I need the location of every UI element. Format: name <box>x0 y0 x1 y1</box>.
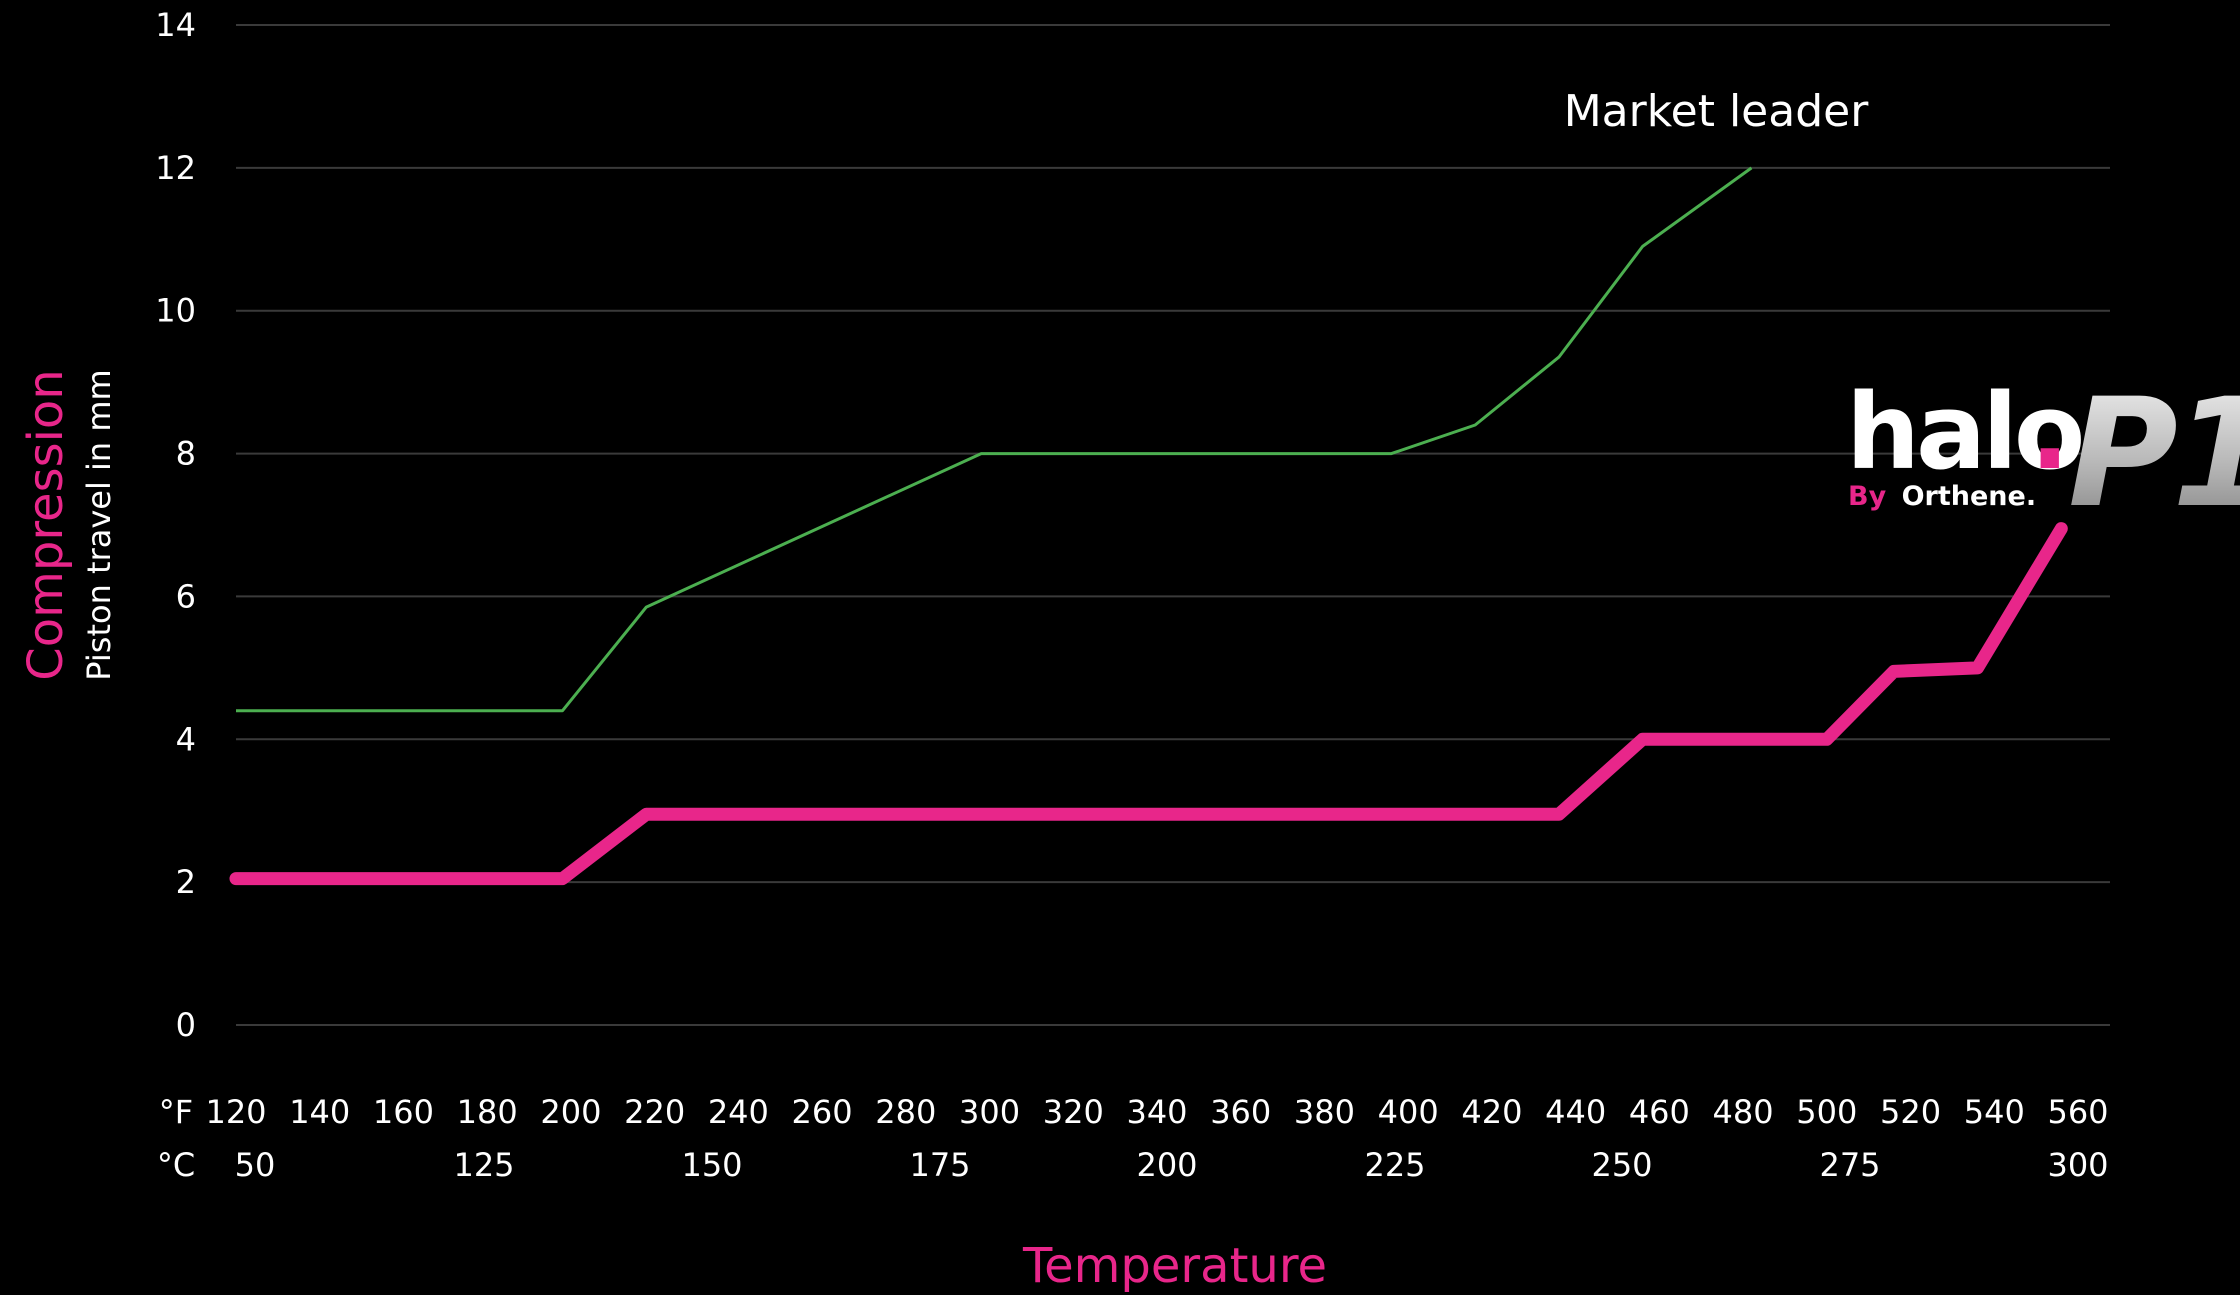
x-tick-label-f: 120 <box>205 1093 266 1131</box>
series-line-market-leader <box>236 166 1753 713</box>
x-tick-label-c: 125 <box>453 1146 514 1184</box>
x-tick-label-c: 200 <box>1136 1146 1197 1184</box>
x-tick-label-c: 275 <box>1819 1146 1880 1184</box>
x-tick-label-f: 260 <box>792 1093 853 1131</box>
x-tick-label-c: 225 <box>1364 1146 1425 1184</box>
y-tick-label: 6 <box>176 577 196 615</box>
x-tick-label-f: 140 <box>289 1093 350 1131</box>
y-tick-label: 14 <box>155 6 196 44</box>
x-tick-label-f: 420 <box>1461 1093 1522 1131</box>
y-tick-label: 12 <box>155 149 196 187</box>
x-tick-label-f: 500 <box>1796 1093 1857 1131</box>
x-tick-label-c: 50 <box>235 1146 276 1184</box>
x-tick-label-f: 240 <box>708 1093 769 1131</box>
logo-byline: By Orthene. <box>1848 481 2036 512</box>
x-tick-label-f: 480 <box>1713 1093 1774 1131</box>
logo-model: P1 <box>2068 367 2240 541</box>
logo-word: halo <box>1846 371 2081 493</box>
x-tick-label-f: 300 <box>959 1093 1020 1131</box>
y-tick-label: 8 <box>176 435 196 473</box>
x-tick-label-c: 150 <box>681 1146 742 1184</box>
x-unit-celsius: °C <box>157 1146 195 1184</box>
y-tick-label: 4 <box>176 720 196 758</box>
x-tick-label-f: 340 <box>1126 1093 1187 1131</box>
series-line-halo-p1 <box>229 522 2068 886</box>
logo-byline-brand: Orthene. <box>1902 481 2037 512</box>
x-unit-fahrenheit: °F <box>159 1093 193 1131</box>
x-tick-label-f: 520 <box>1880 1093 1941 1131</box>
x-tick-label-c: 175 <box>909 1146 970 1184</box>
x-tick-label-f: 360 <box>1210 1093 1271 1131</box>
x-tick-label-c: 250 <box>1591 1146 1652 1184</box>
x-tick-label-f: 380 <box>1294 1093 1355 1131</box>
y-tick-label: 10 <box>155 292 196 330</box>
x-tick-label-f: 220 <box>624 1093 685 1131</box>
x-tick-label-f: 280 <box>875 1093 936 1131</box>
x-tick-label-f: 540 <box>1964 1093 2025 1131</box>
x-tick-labels-celsius: 50 125 150 175 200 225 250 275 300 <box>235 1146 2109 1184</box>
y-tick-label: 2 <box>176 863 196 901</box>
x-tick-label-c: 300 <box>2047 1146 2108 1184</box>
logo-dot: . <box>2030 371 2070 493</box>
x-tick-label-f: 160 <box>373 1093 434 1131</box>
y-tick-labels: 0 2 4 6 8 10 12 14 <box>155 6 196 1044</box>
logo-byline-by: By <box>1848 481 1887 512</box>
y-axis-title: Compression <box>18 369 74 680</box>
x-tick-label-f: 180 <box>457 1093 518 1131</box>
x-tick-labels-fahrenheit: 120 140 160 180 200 220 240 260 280 300 320 340 360 3… <box>205 1093 2108 1131</box>
y-tick-label: 0 <box>176 1006 196 1044</box>
x-tick-label-f: 560 <box>2047 1093 2108 1131</box>
x-tick-label-f: 400 <box>1378 1093 1439 1131</box>
x-tick-label-f: 320 <box>1043 1093 1104 1131</box>
x-tick-label-f: 200 <box>540 1093 601 1131</box>
y-axis-subtitle: Piston travel in mm <box>80 369 118 680</box>
x-tick-label-f: 440 <box>1545 1093 1606 1131</box>
x-tick-label-f: 460 <box>1629 1093 1690 1131</box>
series-label-market-leader: Market leader <box>1564 86 1869 137</box>
x-axis-title: Temperature <box>1022 1238 1327 1294</box>
halo-p1-logo: halo . P1 By Orthene. <box>1846 367 2240 541</box>
